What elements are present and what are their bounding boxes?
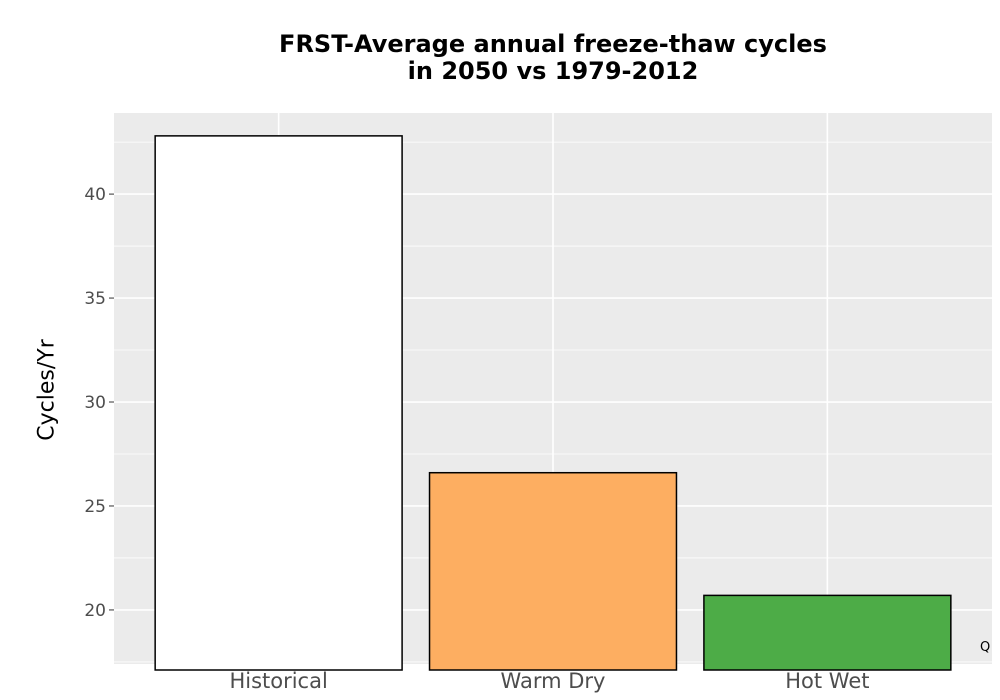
chart-title-line-1: FRST-Average annual freeze-thaw cycles — [279, 30, 827, 58]
bar-warm-dry — [428, 471, 678, 671]
x-tick-label: Warm Dry — [501, 669, 606, 693]
y-tick-label: 20 — [84, 601, 106, 621]
y-tick-label: 40 — [84, 185, 106, 205]
bar-historical — [154, 135, 403, 671]
bar-hot-wet — [703, 594, 952, 671]
x-tick-label: Hot Wet — [785, 669, 869, 693]
x-tick-label: Historical — [229, 669, 327, 693]
y-tick-label: 25 — [84, 497, 106, 517]
y-tick-label: 30 — [84, 393, 106, 413]
x-axis: Historical Warm Dry Hot Wet — [229, 669, 869, 693]
y-tick-label: 35 — [84, 289, 106, 309]
chart-title-line-2: in 2050 vs 1979-2012 — [407, 57, 699, 85]
chart-title: FRST-Average annual freeze-thaw cycles i… — [114, 31, 992, 85]
bars — [154, 135, 952, 671]
y-axis: 20 25 30 35 40 — [84, 185, 114, 621]
corner-note: Q — [980, 640, 991, 655]
